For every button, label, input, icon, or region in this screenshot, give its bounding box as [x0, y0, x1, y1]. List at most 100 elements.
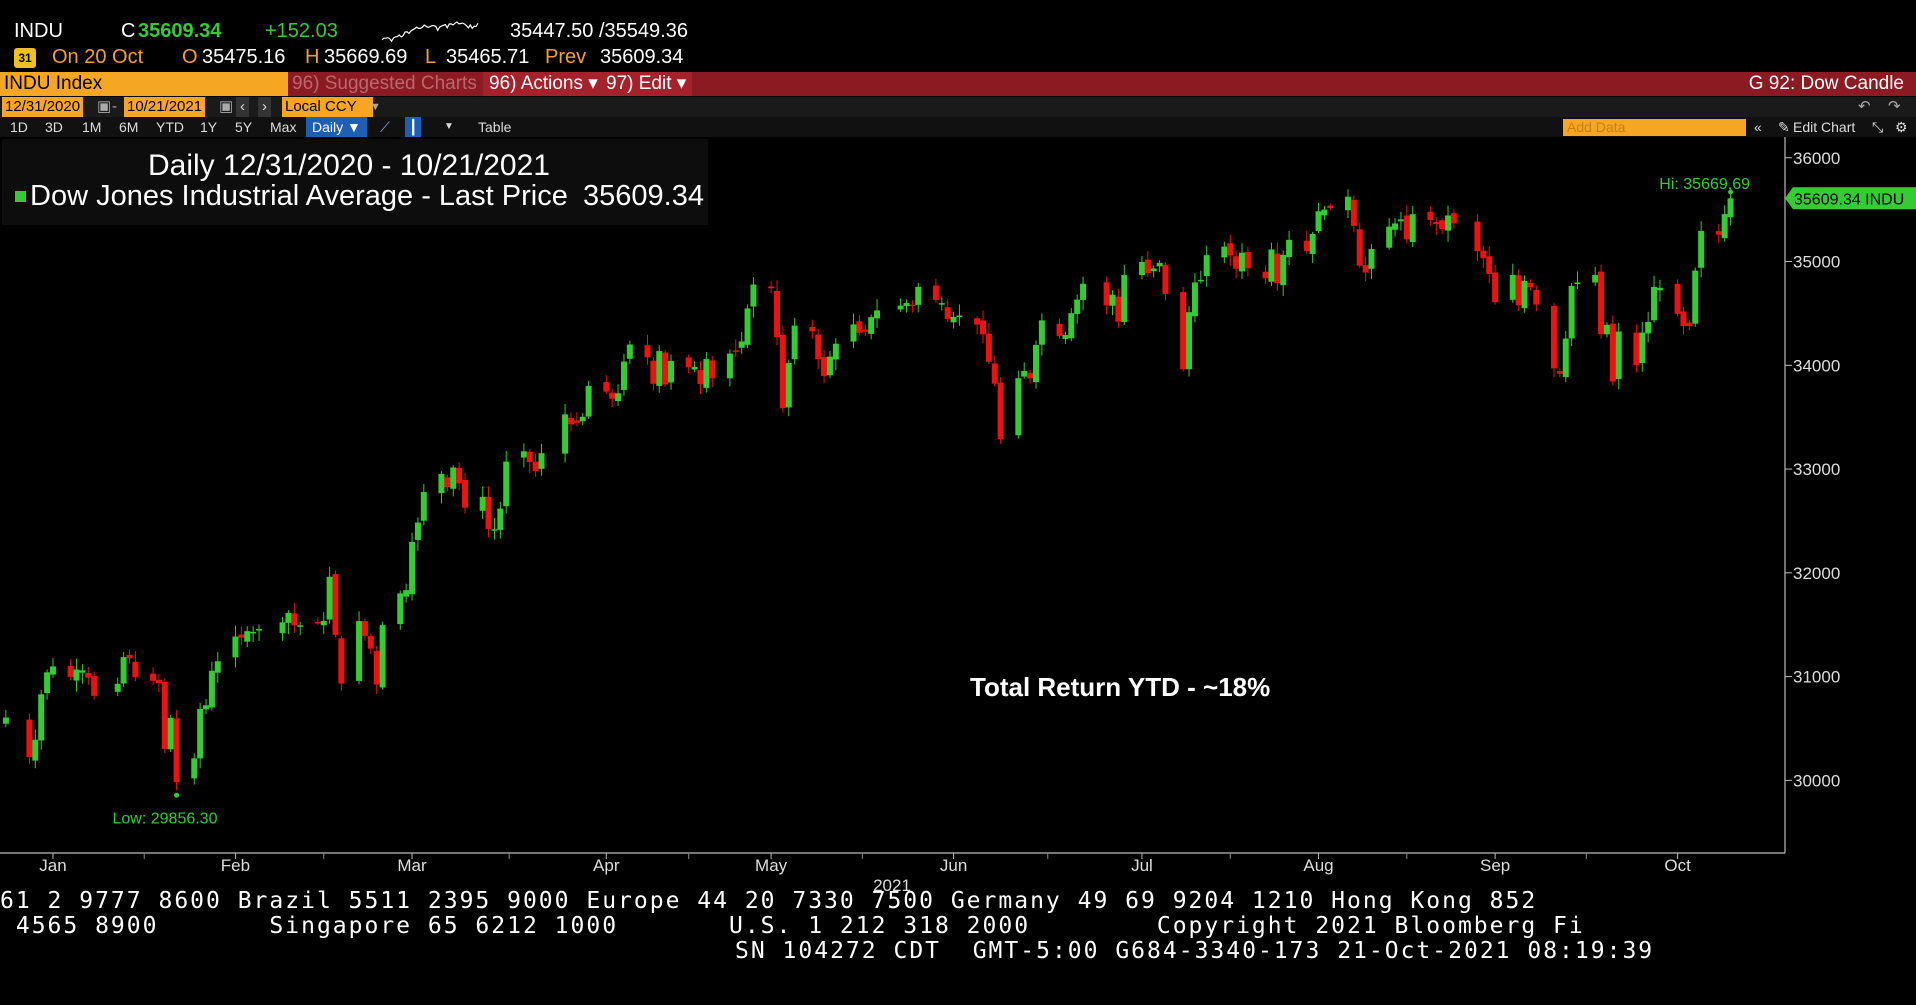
quote-header: INDU C 35609.34 +152.03 35447.50 /35549.…	[0, 0, 1916, 70]
candle-body	[2, 717, 9, 724]
candle-body	[903, 303, 910, 306]
candle-body	[579, 416, 586, 422]
currency-select[interactable]: Local CCY	[282, 97, 373, 117]
candle-body	[326, 576, 333, 620]
candle-body	[73, 669, 80, 681]
gear-icon[interactable]: ⚙	[1895, 119, 1908, 135]
candle-body	[538, 453, 545, 469]
low-label: Low: 29856.30	[113, 810, 218, 827]
line-chart-icon[interactable]: ⟋	[380, 119, 390, 135]
candle-body	[1533, 290, 1540, 305]
candle-body	[1556, 371, 1563, 374]
redo-icon[interactable]: ↷	[1888, 98, 1901, 115]
period-5y[interactable]: 5Y	[235, 119, 253, 135]
candle-body	[44, 672, 51, 694]
chevron-down-icon[interactable]: ▼	[370, 101, 381, 113]
start-date-input[interactable]: 12/31/2020	[2, 97, 84, 117]
candle-chart-icon[interactable]: ┃	[405, 117, 422, 137]
candle-body	[791, 325, 798, 360]
security-input[interactable]: INDU Index	[0, 72, 288, 96]
candle-body	[444, 477, 451, 488]
candle-body	[1056, 323, 1063, 336]
range-dash: -	[112, 98, 117, 115]
candle-body	[1327, 205, 1334, 208]
candle-body	[974, 318, 981, 325]
candle-body	[1397, 219, 1404, 222]
candle-body	[980, 320, 987, 335]
candle-body	[526, 451, 533, 463]
edit-menu[interactable]: 97) Edit ▾	[600, 72, 693, 96]
period-1m[interactable]: 1M	[82, 119, 102, 135]
sparkline	[381, 21, 479, 43]
candle-body	[462, 480, 469, 508]
legend-swatch	[15, 191, 26, 202]
candle-body	[38, 694, 45, 741]
period-1d[interactable]: 1D	[10, 119, 28, 135]
calendar-icon[interactable]: ▣	[219, 98, 234, 115]
candle-body	[85, 672, 92, 678]
candle-body	[897, 305, 904, 310]
ticker-symbol: INDU	[14, 20, 63, 42]
candle-body	[1144, 259, 1151, 274]
pencil-icon[interactable]: ✎	[1778, 119, 1790, 135]
end-date-input[interactable]: 10/21/2021	[124, 97, 206, 117]
candle-body	[1227, 243, 1234, 256]
candle-body	[1121, 275, 1128, 322]
candle-body	[785, 363, 792, 408]
candle-body	[915, 286, 922, 305]
date-range-row	[0, 97, 1916, 117]
y-tick-label: 35000	[1793, 253, 1840, 272]
candle-body	[662, 352, 669, 385]
candle-body	[497, 508, 504, 530]
chart-legend	[2, 139, 708, 225]
edit-chart-button[interactable]: Edit Chart	[1793, 119, 1856, 135]
suggested-charts-button[interactable]: 96) Suggested Charts	[292, 73, 477, 94]
candle-body	[1321, 209, 1328, 216]
candle-body	[409, 542, 416, 595]
collapse-icon[interactable]: «	[1754, 119, 1762, 135]
candle-body	[868, 317, 875, 334]
candle-body	[1344, 196, 1351, 211]
resize-icon[interactable]: ⤡	[1872, 119, 1884, 135]
legend-series-name: Dow Jones Industrial Average - Last Pric…	[30, 180, 568, 212]
candle-body	[356, 621, 363, 681]
x-year-label: 2021	[873, 876, 911, 895]
candle-body	[1403, 215, 1410, 240]
candle-body	[1450, 213, 1457, 224]
candle-body	[691, 366, 698, 370]
period-6m[interactable]: 6M	[119, 119, 139, 135]
undo-icon[interactable]: ↶	[1858, 98, 1871, 115]
last-price-tag	[1785, 187, 1916, 210]
candle-body	[379, 625, 386, 688]
candle-body	[114, 683, 121, 692]
candle-body	[821, 357, 828, 377]
candle-body	[1115, 296, 1122, 322]
candle-body	[414, 522, 421, 541]
candle-body	[208, 670, 215, 708]
actions-menu[interactable]: 96) Actions ▾	[483, 72, 604, 96]
period-3d[interactable]: 3D	[45, 119, 63, 135]
next-arrow-icon[interactable]: ›	[258, 97, 271, 117]
chevron-down-icon[interactable]: ▼	[444, 121, 454, 132]
add-data-input[interactable]: Add Data	[1563, 119, 1746, 136]
candle-body	[1727, 198, 1734, 218]
candle-body	[709, 360, 716, 379]
calendar-icon[interactable]: ▣	[97, 98, 112, 115]
period-ytd[interactable]: YTD	[156, 119, 184, 135]
candle-body	[815, 334, 822, 360]
table-button[interactable]: Table	[478, 119, 512, 135]
prev-arrow-icon[interactable]: ‹	[236, 97, 249, 117]
candle-body	[567, 418, 574, 425]
frequency-select[interactable]: Daily ▼	[306, 117, 367, 137]
candle-body	[161, 681, 168, 749]
candle-body	[67, 665, 74, 677]
candlestick-chart: 30000 31000 32000 33000 34000 35000 36000 Jan Fe…	[0, 137, 1916, 895]
candle-body	[650, 360, 657, 384]
candle-body	[1038, 320, 1045, 345]
prev-label: Prev	[545, 46, 587, 68]
period-1y[interactable]: 1Y	[200, 119, 218, 135]
candle-body	[1138, 261, 1145, 276]
period-max[interactable]: Max	[270, 119, 297, 135]
low-price: 35465.71	[446, 46, 530, 68]
calendar-icon[interactable]: 31	[14, 48, 36, 68]
